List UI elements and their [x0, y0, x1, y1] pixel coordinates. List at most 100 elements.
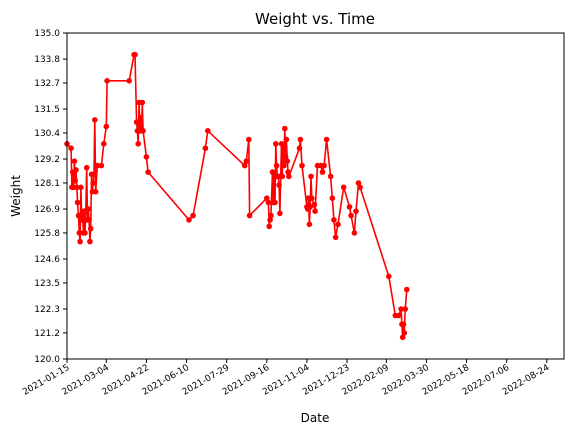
data-point	[87, 238, 93, 245]
data-point	[72, 178, 78, 184]
data-point	[273, 141, 279, 147]
data-point	[264, 195, 270, 201]
data-point	[308, 173, 314, 180]
data-point	[277, 210, 283, 217]
data-point	[395, 312, 402, 319]
data-point	[327, 173, 334, 180]
data-point	[307, 204, 314, 210]
chart-title: Weight vs. Time	[255, 10, 375, 28]
y-tick-label: 124.6	[34, 255, 60, 265]
data-point	[133, 119, 140, 125]
data-point	[299, 162, 305, 169]
data-point	[243, 158, 250, 164]
plot-area	[64, 51, 410, 341]
data-point	[282, 154, 289, 160]
data-point	[335, 221, 341, 228]
data-point	[246, 212, 253, 219]
data-point	[309, 195, 315, 201]
data-point	[398, 306, 404, 312]
data-point	[104, 78, 110, 84]
data-point	[319, 169, 326, 175]
data-point	[269, 169, 276, 175]
y-tick-label: 133.8	[34, 55, 60, 65]
data-point	[386, 273, 392, 280]
data-point	[267, 217, 273, 223]
data-point	[77, 238, 83, 245]
y-tick-label: 121.2	[34, 329, 60, 339]
data-point	[276, 182, 282, 188]
y-tick-label: 129.2	[34, 155, 60, 165]
y-tick-label: 128.1	[34, 179, 60, 189]
data-point	[94, 162, 101, 169]
data-point	[82, 230, 88, 236]
data-point	[83, 164, 90, 171]
data-point	[340, 184, 347, 191]
data-point	[400, 321, 407, 328]
data-point	[273, 162, 280, 169]
data-point	[205, 128, 211, 134]
data-point	[278, 141, 285, 147]
data-point	[140, 128, 146, 134]
data-point	[78, 217, 85, 223]
data-point	[329, 195, 336, 201]
data-point	[74, 184, 80, 191]
y-tick-label: 122.3	[34, 305, 60, 315]
x-axis-title: Date	[301, 411, 330, 425]
data-point	[297, 136, 304, 143]
data-point	[73, 167, 79, 173]
data-point	[281, 162, 287, 169]
y-tick-label: 131.5	[34, 105, 60, 115]
data-point	[268, 212, 274, 219]
data-point	[132, 51, 138, 58]
data-point	[186, 217, 192, 223]
data-point	[346, 204, 353, 210]
data-point	[145, 169, 151, 175]
data-point	[71, 158, 78, 164]
data-point	[190, 212, 196, 219]
data-point	[202, 145, 209, 151]
y-tick-label: 126.9	[34, 205, 60, 215]
data-point	[332, 234, 339, 241]
data-point	[68, 145, 74, 151]
data-point	[76, 230, 83, 236]
data-point	[285, 169, 291, 175]
data-point	[143, 154, 150, 160]
data-point	[266, 223, 273, 230]
data-point	[282, 125, 288, 132]
data-point	[404, 286, 410, 293]
y-tick-label: 135.0	[34, 29, 60, 39]
data-point	[103, 123, 110, 130]
data-point	[78, 184, 84, 191]
data-point	[135, 141, 141, 147]
x-axis: 2021-01-152021-03-042021-04-222021-06-10…	[21, 359, 552, 398]
data-point	[101, 141, 107, 147]
data-point	[246, 136, 252, 143]
series-line	[66, 53, 408, 339]
data-point	[75, 212, 82, 219]
data-point	[126, 78, 132, 84]
y-tick-label: 132.7	[34, 79, 60, 89]
data-point	[272, 199, 278, 206]
y-tick-label: 130.4	[34, 129, 60, 139]
data-point	[286, 173, 292, 180]
data-point	[355, 180, 362, 186]
data-point	[280, 145, 287, 151]
data-point	[311, 201, 318, 208]
data-point	[265, 199, 272, 206]
data-point	[321, 162, 327, 169]
data-point	[401, 330, 408, 336]
y-tick-label: 125.8	[34, 229, 60, 239]
data-point	[351, 230, 358, 236]
y-axis: 120.0 121.2 122.3 123.5 124.6 125.8 126.9 128.1…	[34, 29, 67, 365]
data-point	[353, 208, 359, 214]
y-axis-title: Weight	[9, 175, 23, 217]
y-tick-label: 123.5	[34, 279, 60, 289]
data-point	[91, 171, 97, 178]
data-point	[90, 180, 96, 186]
data-point	[279, 173, 286, 180]
data-point	[137, 115, 144, 121]
y-tick-label: 120.0	[34, 355, 60, 365]
data-point	[87, 225, 94, 232]
data-point	[86, 217, 92, 223]
data-point	[98, 162, 105, 169]
